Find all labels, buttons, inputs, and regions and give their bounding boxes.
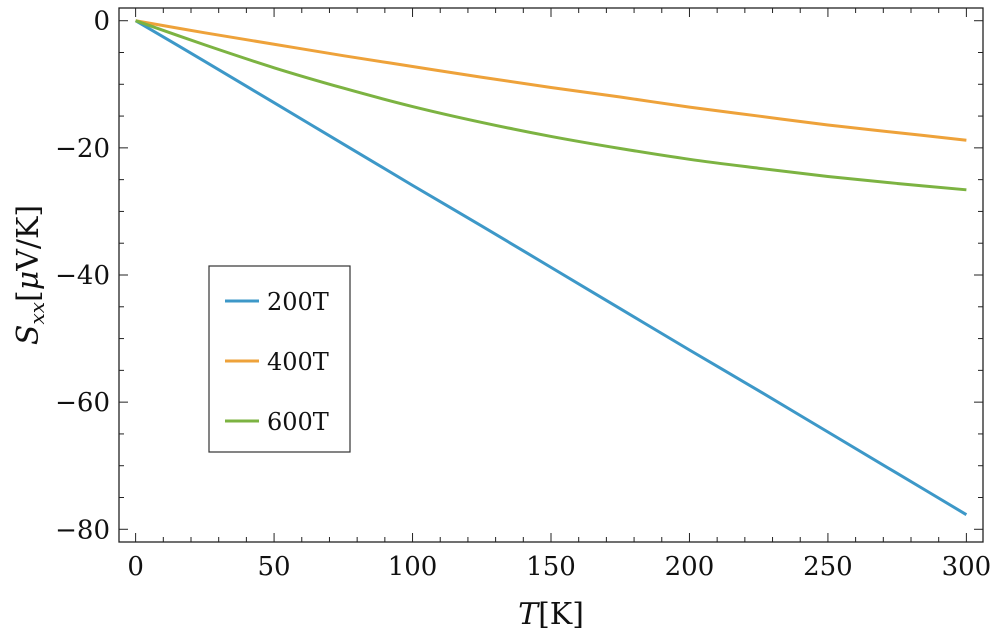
series-line-600T [135, 19, 967, 192]
x-tick-label: 150 [526, 552, 576, 582]
legend: 200T 400T 600T [208, 265, 351, 453]
x-tick-label: 100 [388, 552, 438, 582]
axis-ticks: 0 50 100 150 200 250 300 0 −20 −40 −60 −80 [55, 7, 991, 582]
legend-label-600T: 600T [267, 408, 329, 436]
x-tick-label: 300 [942, 552, 992, 582]
x-axis-label: T[K] [518, 597, 584, 632]
series-line-200T [134, 19, 968, 516]
y-tick-label: −60 [55, 388, 110, 418]
y-tick-label: −80 [55, 515, 110, 545]
y-tick-label: −20 [55, 134, 110, 164]
y-tick-label: −40 [55, 261, 110, 291]
x-tick-label: 250 [803, 552, 853, 582]
x-tick-label: 50 [258, 552, 291, 582]
x-tick-label: 200 [665, 552, 715, 582]
series-line-400T [135, 19, 967, 142]
series-group [134, 19, 968, 516]
legend-label-200T: 200T [267, 288, 329, 316]
y-axis-label: Sxx[μV/K] [11, 205, 49, 345]
legend-label-400T: 400T [267, 348, 329, 376]
x-tick-label: 0 [127, 552, 144, 582]
y-tick-label: 0 [93, 7, 110, 37]
